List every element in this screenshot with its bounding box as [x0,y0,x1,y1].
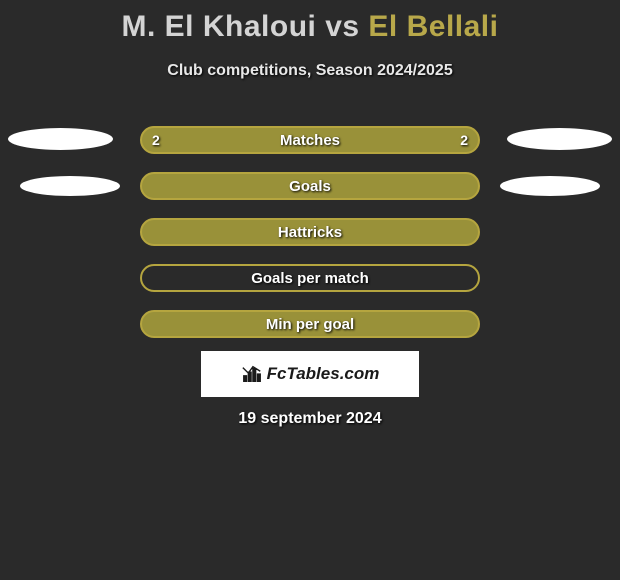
logo-text: FcTables.com [267,364,380,384]
chart-icon [241,363,263,385]
logo-box: FcTables.com [201,351,419,397]
stat-row-hattricks: Hattricks [0,214,620,260]
comparison-title: M. El Khaloui vs El Bellali [0,0,620,44]
stat-label: Matches [140,132,480,149]
player2-marker [507,128,612,150]
stat-row-min-per-goal: Min per goal [0,306,620,352]
vs-text: vs [325,10,359,43]
player1-marker [8,128,113,150]
date-text: 19 september 2024 [0,410,620,428]
stats-container: 2 Matches 2 Goals Hattricks Goals per ma… [0,122,620,352]
player2-marker [500,176,600,196]
stat-row-goals: Goals [0,168,620,214]
stat-row-goals-per-match: Goals per match [0,260,620,306]
stat-label: Goals [140,178,480,195]
player1-name: M. El Khaloui [122,10,317,43]
subtitle-text: Club competitions, Season 2024/2025 [0,62,620,80]
logo-content: FcTables.com [241,363,380,385]
stat-label: Min per goal [140,316,480,333]
player1-marker [20,176,120,196]
stat-label: Hattricks [140,224,480,241]
stat-value-right: 2 [460,132,468,148]
stat-row-matches: 2 Matches 2 [0,122,620,168]
stat-label: Goals per match [140,270,480,287]
player2-name: El Bellali [368,10,498,43]
